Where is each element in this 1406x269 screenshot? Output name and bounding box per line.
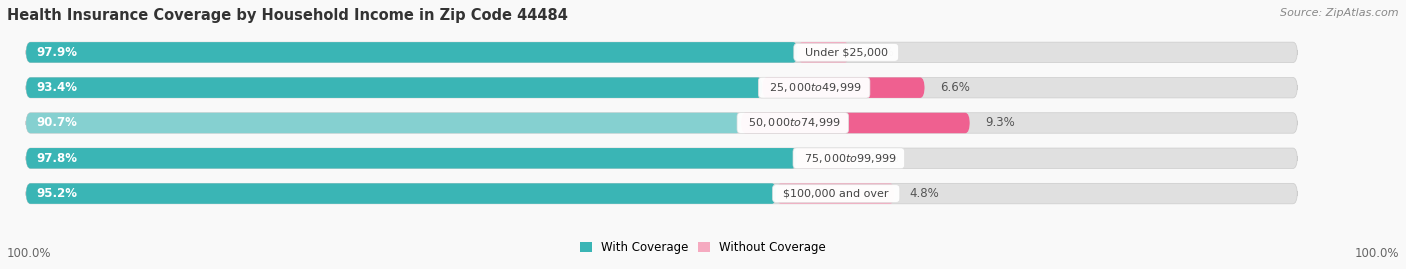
FancyBboxPatch shape [27,148,797,168]
FancyBboxPatch shape [27,77,762,98]
Legend: With Coverage, Without Coverage: With Coverage, Without Coverage [578,239,828,256]
Text: 100.0%: 100.0% [1354,247,1399,260]
Text: 93.4%: 93.4% [37,81,77,94]
Text: 100.0%: 100.0% [7,247,52,260]
Text: 2.3%: 2.3% [869,152,898,165]
FancyBboxPatch shape [27,42,1298,63]
Text: 97.8%: 97.8% [37,152,77,165]
Text: $100,000 and over: $100,000 and over [776,189,896,199]
FancyBboxPatch shape [27,113,741,133]
FancyBboxPatch shape [741,113,970,133]
FancyBboxPatch shape [27,183,776,204]
FancyBboxPatch shape [27,183,1298,204]
Text: 6.6%: 6.6% [939,81,970,94]
FancyBboxPatch shape [762,77,925,98]
FancyBboxPatch shape [27,113,1298,133]
FancyBboxPatch shape [27,148,1298,168]
Text: $25,000 to $49,999: $25,000 to $49,999 [762,81,866,94]
Text: 97.9%: 97.9% [37,46,77,59]
Text: 9.3%: 9.3% [986,116,1015,129]
FancyBboxPatch shape [797,42,849,63]
Text: 2.1%: 2.1% [865,46,894,59]
Text: 4.8%: 4.8% [910,187,939,200]
FancyBboxPatch shape [27,77,1298,98]
Text: Source: ZipAtlas.com: Source: ZipAtlas.com [1281,8,1399,18]
FancyBboxPatch shape [27,42,797,63]
FancyBboxPatch shape [776,183,894,204]
Text: $75,000 to $99,999: $75,000 to $99,999 [797,152,901,165]
Text: Under $25,000: Under $25,000 [797,47,894,57]
Text: 95.2%: 95.2% [37,187,77,200]
Text: 90.7%: 90.7% [37,116,77,129]
Text: $50,000 to $74,999: $50,000 to $74,999 [741,116,845,129]
Text: Health Insurance Coverage by Household Income in Zip Code 44484: Health Insurance Coverage by Household I… [7,8,568,23]
FancyBboxPatch shape [797,148,853,168]
